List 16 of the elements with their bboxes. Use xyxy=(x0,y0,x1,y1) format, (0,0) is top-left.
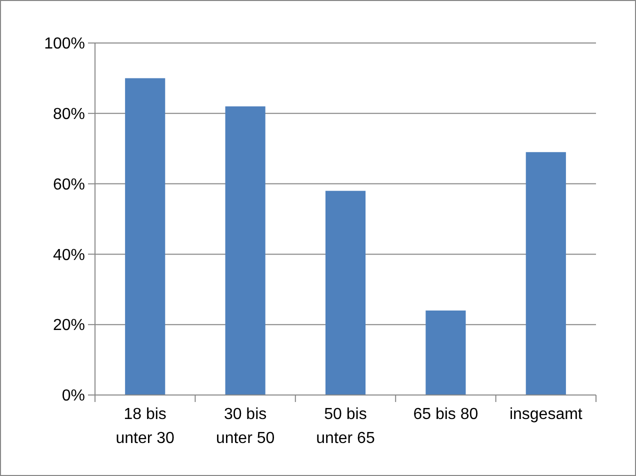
bar xyxy=(225,106,266,395)
y-tick-label: 40% xyxy=(52,246,85,264)
x-tick-label: 18 bis unter 30 xyxy=(116,406,175,447)
y-tick-label: 100% xyxy=(44,36,85,53)
y-tick-label: 20% xyxy=(52,317,85,334)
y-tick-label: 0% xyxy=(62,388,85,405)
x-tick-label: 30 bis unter 50 xyxy=(216,406,275,447)
bar xyxy=(526,152,566,395)
x-tick-label: 65 bis 80 xyxy=(413,406,478,423)
bar xyxy=(426,310,466,395)
x-tick-label: 50 bis unter 65 xyxy=(316,406,375,447)
bar xyxy=(125,78,166,395)
bar xyxy=(325,190,366,395)
x-tick-label: insgesamt xyxy=(509,406,583,423)
y-tick-label: 80% xyxy=(52,106,85,123)
y-tick-label: 60% xyxy=(52,176,85,194)
